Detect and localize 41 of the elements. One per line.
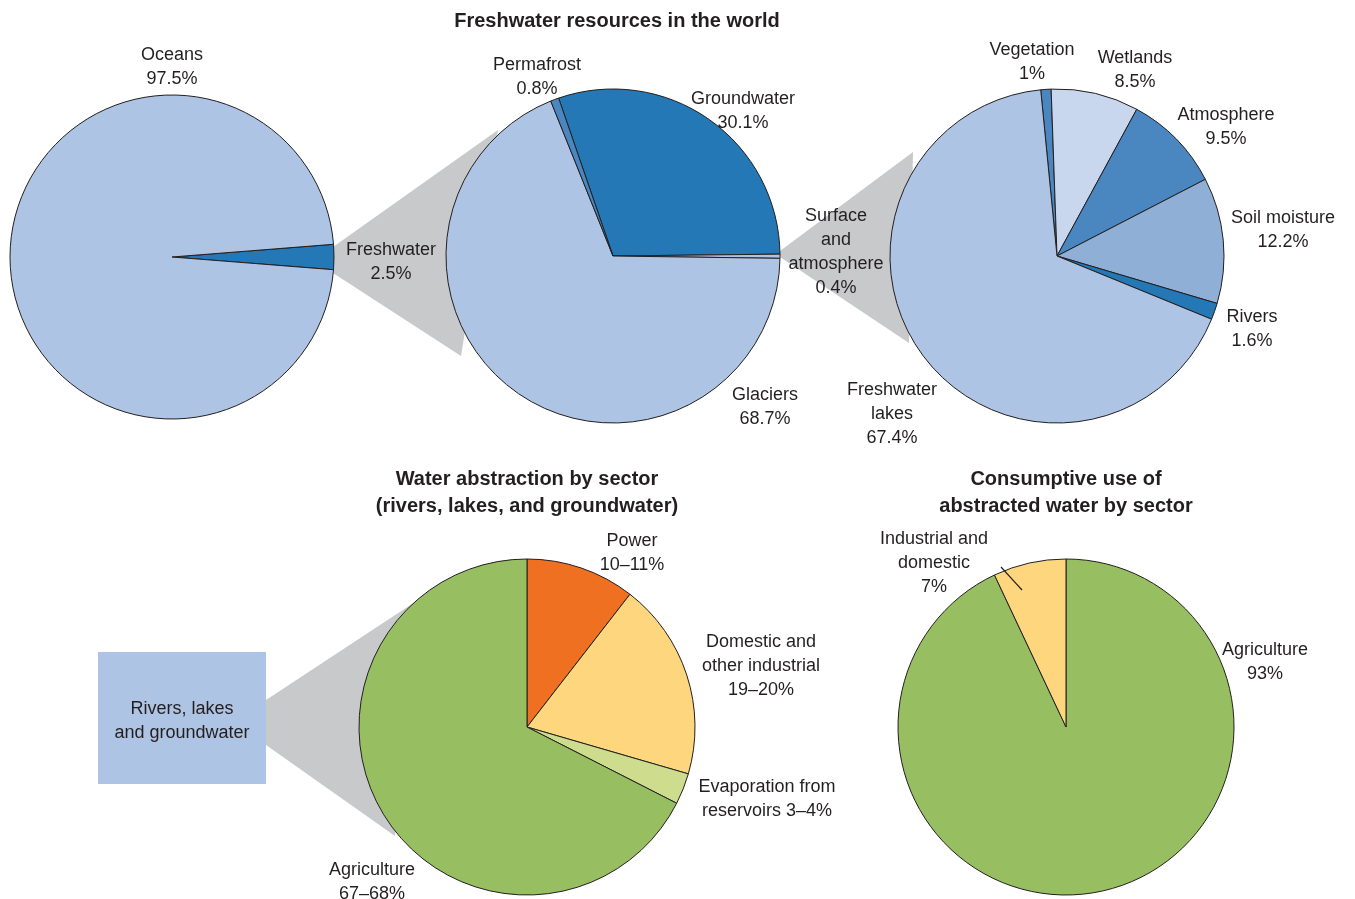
text: Rivers, lakes and groundwater [114, 698, 250, 742]
slice-label: Surface and atmosphere [788, 205, 884, 273]
data-label: 19–20% [727, 679, 795, 699]
slice-label: Power [606, 530, 658, 550]
slice-label: Rivers [1226, 306, 1278, 326]
slice-label: Atmosphere [1177, 104, 1275, 124]
slice-label: Glaciers [731, 384, 799, 404]
data-label: 67.4% [866, 427, 918, 447]
data-label: 7% [920, 576, 948, 596]
slice-label: Agriculture [328, 859, 416, 879]
data-label: 1% [1018, 63, 1046, 83]
slice-label: Freshwater [345, 239, 437, 259]
chart-subtitle: (rivers, lakes, and groundwater) [375, 494, 679, 516]
slice-label: Evaporation from reservoirs 3–4% [698, 776, 836, 820]
data-label: 1.6% [1231, 330, 1273, 350]
data-label: 0.8% [516, 78, 558, 98]
slice-label: Freshwater lakes [846, 379, 938, 423]
slice-label: Permafrost [492, 54, 582, 74]
data-label: 9.5% [1205, 128, 1247, 148]
data-label: 30.1% [717, 112, 769, 132]
chart-title: Freshwater resources in the world [454, 9, 780, 31]
data-label: 67–68% [338, 883, 406, 899]
data-label: 68.7% [739, 408, 791, 428]
slice-label: Industrial and domestic [879, 528, 989, 572]
data-label: 8.5% [1114, 71, 1156, 91]
pie-slice [9, 94, 334, 420]
slice-label: Domestic and other industrial [701, 631, 821, 675]
chart-title: Water abstraction by sector [395, 467, 659, 489]
chart-title: Consumptive use of abstracted water by sector [939, 467, 1193, 516]
slice-label: Agriculture [1221, 639, 1309, 659]
slice-label: Vegetation [989, 39, 1075, 59]
data-label: 12.2% [1257, 231, 1309, 251]
slice-label: Wetlands [1097, 47, 1173, 67]
slice-label: Groundwater [690, 88, 796, 108]
slice-label: Soil moisture [1230, 207, 1336, 227]
slice-label: Oceans [140, 44, 204, 64]
data-label: 2.5% [370, 263, 412, 283]
data-label: 10–11% [599, 554, 665, 574]
data-label: 0.4% [815, 277, 857, 297]
data-label: 93% [1246, 663, 1284, 683]
data-label: 97.5% [146, 68, 198, 88]
